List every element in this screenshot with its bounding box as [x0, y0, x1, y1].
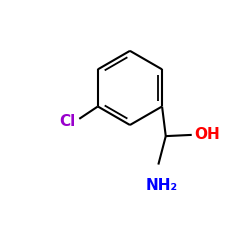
Text: OH: OH: [194, 128, 220, 142]
Text: NH₂: NH₂: [146, 178, 178, 193]
Text: Cl: Cl: [59, 114, 76, 129]
